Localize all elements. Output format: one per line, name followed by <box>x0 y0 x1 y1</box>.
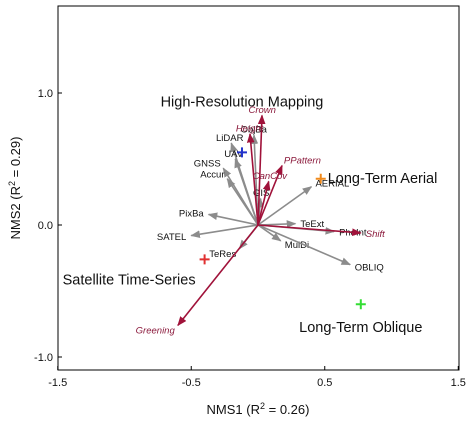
vector-pixba <box>207 212 259 226</box>
y-axis-ticks: 1.0 0.0 -1.0 <box>34 88 62 364</box>
env-vector-label-cancov: CanCov <box>253 171 289 182</box>
x-tick-label: -0.5 <box>182 377 201 389</box>
y-tick-label: 0.0 <box>38 220 53 232</box>
env-vector-cancov <box>257 180 271 226</box>
env-vector-label-greening: Greening <box>136 326 176 337</box>
env-vector-label-crown: Crown <box>248 105 275 116</box>
group-label-long-term-oblique: Long-Term Oblique <box>299 320 422 336</box>
vector-label-teres: TeRes <box>209 249 236 260</box>
vector-accur <box>226 178 259 226</box>
vector-obliq <box>257 224 351 266</box>
x-axis-title: NMS1 (R2 = 0.26) <box>207 401 310 417</box>
vector-label-uav: UAV <box>224 149 243 160</box>
env-vector-label-ppattern: PPattern <box>284 156 321 167</box>
vector-label-teext: TeExt <box>300 219 324 230</box>
vector-label-gis: GIS <box>253 188 269 199</box>
vector-label-satel: SATEL <box>157 232 186 243</box>
centroid-long-term-oblique <box>355 299 366 310</box>
vector-muldi <box>257 224 282 242</box>
x-tick-label: 0.5 <box>317 377 332 389</box>
vector-label-lidar: LiDAR <box>216 133 244 144</box>
env-vector-label-shift: Shift <box>366 229 385 240</box>
group-centroids: High-Resolution Mapping Long-Term Aerial S… <box>63 94 438 336</box>
y-tick-label: 1.0 <box>38 88 53 100</box>
group-label-satellite-time-series: Satellite Time-Series <box>63 272 196 288</box>
vector-label-accur: Accur <box>200 169 224 180</box>
vector-aerial <box>257 186 313 226</box>
x-tick-label: -1.5 <box>48 377 67 389</box>
vector-satel <box>190 224 259 239</box>
plot-frame <box>57 5 460 371</box>
env-vector-shift <box>257 224 362 237</box>
environment-vectors: Crown Height PPattern CanCov Shift Greening <box>136 105 385 337</box>
vector-label-obliq: OBLIQ <box>355 262 384 273</box>
x-tick-label: 1.5 <box>451 377 466 389</box>
vector-label-aerial: AERIAL <box>315 179 349 190</box>
vector-label-pixba: PixBa <box>179 209 205 220</box>
y-axis-title: NMS2 (R2 = 0.29) <box>7 137 23 240</box>
group-label-long-term-aerial: Long-Term Aerial <box>328 171 438 187</box>
centroid-satellite-time-series <box>199 254 210 265</box>
x-axis-ticks: -1.5 -0.5 0.5 1.5 <box>48 366 466 389</box>
vector-label-gnss: GNSS <box>194 159 221 170</box>
y-tick-label: -1.0 <box>34 352 53 364</box>
group-label-high-resolution-mapping: High-Resolution Mapping <box>161 94 324 110</box>
vector-label-muldi: MulDi <box>285 240 309 251</box>
centroid-long-term-aerial <box>315 173 326 184</box>
env-vector-height <box>246 132 259 226</box>
env-vector-label-height: Height <box>236 123 264 134</box>
vector-uav <box>234 158 259 226</box>
vector-label-objba: ObjBa <box>241 125 268 136</box>
env-vector-ppattern <box>257 164 283 226</box>
env-vector-crown <box>257 114 266 226</box>
env-vector-greening <box>177 224 259 327</box>
centroid-high-resolution-mapping <box>236 147 247 158</box>
